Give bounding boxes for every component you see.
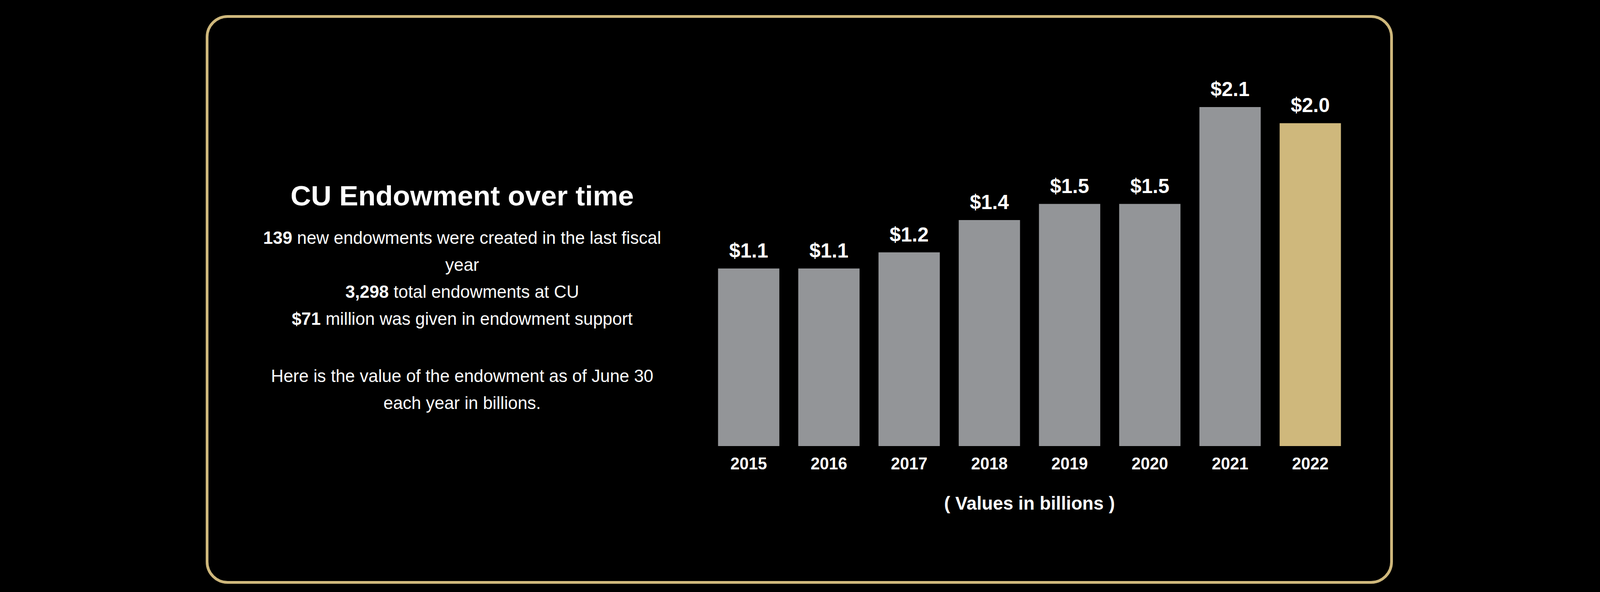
data-label: $1.5: [1130, 174, 1170, 198]
data-label: $1.2: [889, 223, 929, 246]
bar: [1039, 203, 1101, 446]
stat-text: million was given in endowment support: [325, 309, 633, 329]
data-label: $1.1: [809, 239, 849, 262]
bar: [878, 252, 940, 446]
x-tick-label: 2021: [1211, 453, 1249, 473]
data-label: $1.4: [969, 190, 1009, 214]
stat-number: 3,298: [345, 282, 389, 302]
x-tick-label: 2017: [890, 453, 928, 473]
stat-text: new endowments were created in the last …: [297, 228, 662, 275]
bar: [958, 219, 1020, 446]
bar: [1119, 203, 1181, 446]
x-tick-label: 2016: [810, 453, 848, 473]
bars: [718, 106, 1342, 446]
x-tick-label: 2019: [1051, 453, 1088, 473]
chart: $1.1 $1.1 $1.2 $1.4 $1.5 $1.5 $2.1 $2.0 2015 2016…: [0, 0, 1600, 592]
bar: [1279, 122, 1341, 446]
bar: [1199, 106, 1261, 446]
stat-text: total endowments at CU: [393, 282, 580, 302]
stat-number: 139: [263, 228, 293, 248]
x-tick-label: 2020: [1131, 453, 1168, 473]
data-label: $1.5: [1050, 174, 1090, 198]
x-axis-label: ( Values in billions ): [944, 492, 1115, 513]
stat-line: 139 new endowments were created in the l…: [256, 224, 668, 279]
data-label: $2.0: [1290, 93, 1330, 117]
stat-number: $71: [291, 309, 321, 329]
left-panel: CU Endowment over time 139 new endowments…: [256, 176, 668, 417]
x-tick-label: 2022: [1291, 453, 1329, 473]
frame-border: [207, 16, 1392, 582]
data-label: $1.1: [729, 239, 769, 262]
subtitle: Here is the value of the endowment as of…: [256, 362, 668, 417]
bar: [798, 268, 860, 446]
x-tick-label: 2018: [970, 453, 1008, 473]
data-label: $2.1: [1210, 77, 1250, 101]
stat-line: 3,298 total endowments at CU: [256, 278, 668, 306]
title: CU Endowment over time: [256, 176, 668, 216]
stat-line: $71 million was given in endowment suppo…: [256, 305, 668, 333]
bar: [718, 268, 780, 446]
x-tick-label: 2015: [730, 453, 768, 473]
